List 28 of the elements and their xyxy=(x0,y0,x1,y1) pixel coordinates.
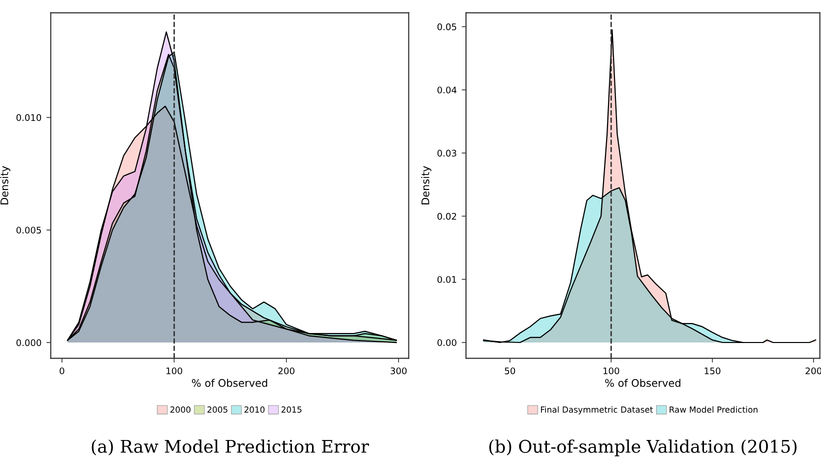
x-tick-label: 50 xyxy=(504,367,516,374)
y-tick-label: 0.01 xyxy=(437,276,456,283)
y-axis-title: Density xyxy=(421,166,432,204)
x-tick-label: 0 xyxy=(60,367,64,374)
x-axis-title: % of Observed xyxy=(192,378,268,387)
y-tick-label: 0.05 xyxy=(437,23,456,30)
y-tick-label: 0.000 xyxy=(16,339,42,346)
x-tick-label: 300 xyxy=(390,367,407,374)
y-tick-label: 0.04 xyxy=(437,86,456,94)
legend-label: Final Dasymmetric Dataset xyxy=(541,406,653,414)
x-axis-title: % of Observed xyxy=(605,378,680,387)
text: (a) Raw Model Prediction Error xyxy=(92,439,370,456)
y-tick-label: 0.00 xyxy=(437,339,456,346)
text: (b) Out-of-sample Validation (2015) xyxy=(489,439,797,456)
legend-label: 2015 xyxy=(282,406,302,413)
legend-label: 2000 xyxy=(170,406,190,413)
x-tick-label: 100 xyxy=(166,367,182,374)
legend-label: Raw Model Prediction xyxy=(670,406,758,413)
y-tick-label: 0.03 xyxy=(437,150,456,157)
x-tick-label: 100 xyxy=(604,367,620,374)
y-axis-title: Density xyxy=(0,166,10,204)
x-tick-label: 200 xyxy=(278,367,294,374)
x-tick-label: 150 xyxy=(704,367,720,374)
legend-label: 2005 xyxy=(207,406,228,413)
y-tick-label: 0.005 xyxy=(16,226,41,234)
legend-label: 2010 xyxy=(244,406,265,413)
y-tick-label: 0.010 xyxy=(16,114,42,122)
y-tick-label: 0.02 xyxy=(437,212,456,220)
